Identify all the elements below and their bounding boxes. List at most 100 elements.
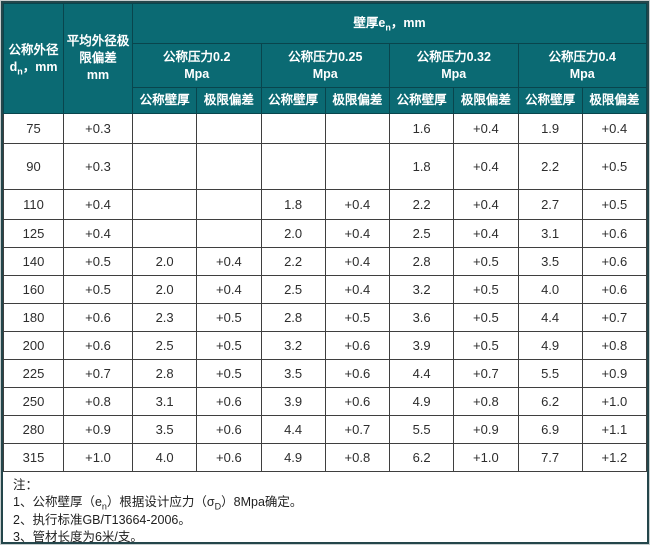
table-row: 140 +0.5 2.0 +0.4 2.2 +0.4 2.8 +0.5 3.5 +0.6 bbox=[3, 247, 648, 276]
header-outer-diameter: 公称外径 dn，mm bbox=[3, 3, 64, 114]
cell-value: 2.2 bbox=[517, 143, 583, 190]
header-row-pressure: 公称压力0.2 Mpa 公称压力0.25 Mpa 公称压力0.32 Mpa 公称压力0.4 M… bbox=[4, 43, 647, 88]
cell-value: +0.7 bbox=[324, 415, 391, 444]
cell-value: 4.9 bbox=[388, 387, 455, 416]
subscript: n bbox=[385, 22, 391, 33]
pressure-group-label: 公称压力0.4 bbox=[548, 49, 616, 64]
cell-value: 5.5 bbox=[517, 359, 583, 388]
pressure-group-unit: Mpa bbox=[441, 66, 467, 81]
cell-value: 2.8 bbox=[131, 359, 198, 388]
cell-value: +0.5 bbox=[324, 303, 391, 332]
cell-value bbox=[196, 219, 262, 248]
header-nominal-wall: 公称壁厚 bbox=[517, 87, 583, 114]
cell-nominal-od: 225 bbox=[3, 359, 64, 388]
pressure-group-unit: Mpa bbox=[569, 66, 595, 81]
cell-value: 4.4 bbox=[260, 415, 326, 444]
cell-nominal-od: 75 bbox=[3, 113, 64, 144]
text-fragment: ）根据设计应力（σ bbox=[106, 495, 215, 510]
cell-value: +0.4 bbox=[324, 219, 391, 248]
header-limit-deviation: 极限偏差 bbox=[196, 87, 262, 114]
cell-value: 4.9 bbox=[517, 331, 583, 360]
cell-value: +0.4 bbox=[453, 113, 519, 144]
notes-section: 注： 1、公称壁厚（en）根据设计应力（σD）8Mpa确定。 2、执行标准GB/… bbox=[3, 472, 647, 550]
table-row: 180 +0.6 2.3 +0.5 2.8 +0.5 3.6 +0.5 4.4 +0.7 bbox=[3, 303, 648, 332]
cell-value bbox=[196, 143, 262, 190]
text-fragment: 壁厚e bbox=[353, 16, 386, 31]
note-line-2: 2、执行标准GB/T13664-2006。 bbox=[13, 512, 191, 527]
cell-value: +0.7 bbox=[63, 359, 133, 388]
note-line-3: 3、管材长度为6米/支。 bbox=[13, 529, 143, 544]
cell-value: +0.6 bbox=[324, 331, 391, 360]
cell-value: +0.6 bbox=[196, 443, 262, 472]
cell-value: +1.0 bbox=[453, 443, 519, 472]
cell-value: 2.5 bbox=[131, 331, 198, 360]
cell-value: +1.0 bbox=[63, 443, 133, 472]
header-limit-deviation: 极限偏差 bbox=[324, 87, 391, 114]
cell-value: +0.4 bbox=[581, 113, 648, 144]
cell-value: +0.6 bbox=[196, 387, 262, 416]
cell-nominal-od: 160 bbox=[3, 275, 64, 304]
cell-value: 3.9 bbox=[260, 387, 326, 416]
table-row: 280 +0.9 3.5 +0.6 4.4 +0.7 5.5 +0.9 6.9 +1.1 bbox=[3, 415, 648, 444]
cell-value: 4.4 bbox=[388, 359, 455, 388]
pressure-group-label: 公称压力0.25 bbox=[288, 49, 363, 64]
cell-value: +0.5 bbox=[453, 275, 519, 304]
cell-value: +0.5 bbox=[453, 247, 519, 276]
table-row: 250 +0.8 3.1 +0.6 3.9 +0.6 4.9 +0.8 6.2 +1.0 bbox=[3, 387, 648, 416]
header-mean-od-deviation: 平均外径极限偏差 mm bbox=[63, 3, 133, 114]
cell-value: +0.9 bbox=[581, 359, 648, 388]
table-row: 200 +0.6 2.5 +0.5 3.2 +0.6 3.9 +0.5 4.9 +0.8 bbox=[3, 331, 648, 360]
text-fragment: ）8Mpa确定。 bbox=[221, 495, 303, 510]
cell-value: +0.3 bbox=[63, 113, 133, 144]
cell-value: 6.2 bbox=[388, 443, 455, 472]
cell-value: +0.6 bbox=[581, 275, 648, 304]
header-pressure-group: 公称压力0.2 Mpa bbox=[132, 43, 262, 88]
cell-value: 3.9 bbox=[388, 331, 455, 360]
cell-value: 2.8 bbox=[260, 303, 326, 332]
cell-value: +0.4 bbox=[63, 219, 133, 248]
cell-value: +0.5 bbox=[196, 303, 262, 332]
cell-value: 3.1 bbox=[131, 387, 198, 416]
cell-nominal-od: 280 bbox=[3, 415, 64, 444]
cell-value: 2.2 bbox=[388, 189, 455, 220]
cell-value: 4.9 bbox=[260, 443, 326, 472]
cell-value: 3.1 bbox=[517, 219, 583, 248]
cell-value: 1.9 bbox=[517, 113, 583, 144]
table-row: 315 +1.0 4.0 +0.6 4.9 +0.8 6.2 +1.0 7.7 +1.2 bbox=[3, 443, 648, 472]
header-nominal-wall: 公称壁厚 bbox=[388, 87, 455, 114]
cell-value: +0.6 bbox=[63, 303, 133, 332]
cell-nominal-od: 125 bbox=[3, 219, 64, 248]
header-outer-diameter-line1: 公称外径 bbox=[8, 42, 59, 57]
table-row: 160 +0.5 2.0 +0.4 2.5 +0.4 3.2 +0.5 4.0 +0.6 bbox=[3, 275, 648, 304]
cell-value: +0.4 bbox=[324, 189, 391, 220]
cell-value: 3.2 bbox=[260, 331, 326, 360]
cell-value: +0.4 bbox=[453, 189, 519, 220]
cell-value: +0.5 bbox=[581, 189, 648, 220]
cell-value: 2.0 bbox=[131, 275, 198, 304]
cell-value: 6.2 bbox=[517, 387, 583, 416]
subscript: n bbox=[101, 501, 107, 512]
cell-value: +0.5 bbox=[453, 303, 519, 332]
header-pressure-group: 公称压力0.4 Mpa bbox=[517, 43, 647, 88]
pipe-spec-table: 公称外径 dn，mm 平均外径极限偏差 mm 壁厚en，mm 公称压力0.2 Mp… bbox=[3, 3, 648, 472]
cell-nominal-od: 110 bbox=[3, 189, 64, 220]
cell-value: +0.6 bbox=[581, 247, 648, 276]
cell-nominal-od: 180 bbox=[3, 303, 64, 332]
cell-nominal-od: 140 bbox=[3, 247, 64, 276]
cell-value: 4.0 bbox=[131, 443, 198, 472]
cell-value: 2.0 bbox=[260, 219, 326, 248]
cell-value: 5.5 bbox=[388, 415, 455, 444]
cell-value: +1.1 bbox=[581, 415, 648, 444]
cell-value: +0.5 bbox=[196, 331, 262, 360]
cell-value: +0.8 bbox=[63, 387, 133, 416]
cell-value: 6.9 bbox=[517, 415, 583, 444]
table-row: 90 +0.3 1.8 +0.4 2.2 +0.5 bbox=[3, 143, 648, 190]
cell-value: +0.5 bbox=[63, 275, 133, 304]
cell-value: +0.4 bbox=[453, 143, 519, 190]
cell-nominal-od: 250 bbox=[3, 387, 64, 416]
header-pressure-group: 公称压力0.25 Mpa bbox=[260, 43, 390, 88]
header-outer-diameter-line2: dn，mm bbox=[6, 59, 61, 76]
cell-value: 3.5 bbox=[260, 359, 326, 388]
cell-value: +1.0 bbox=[581, 387, 648, 416]
